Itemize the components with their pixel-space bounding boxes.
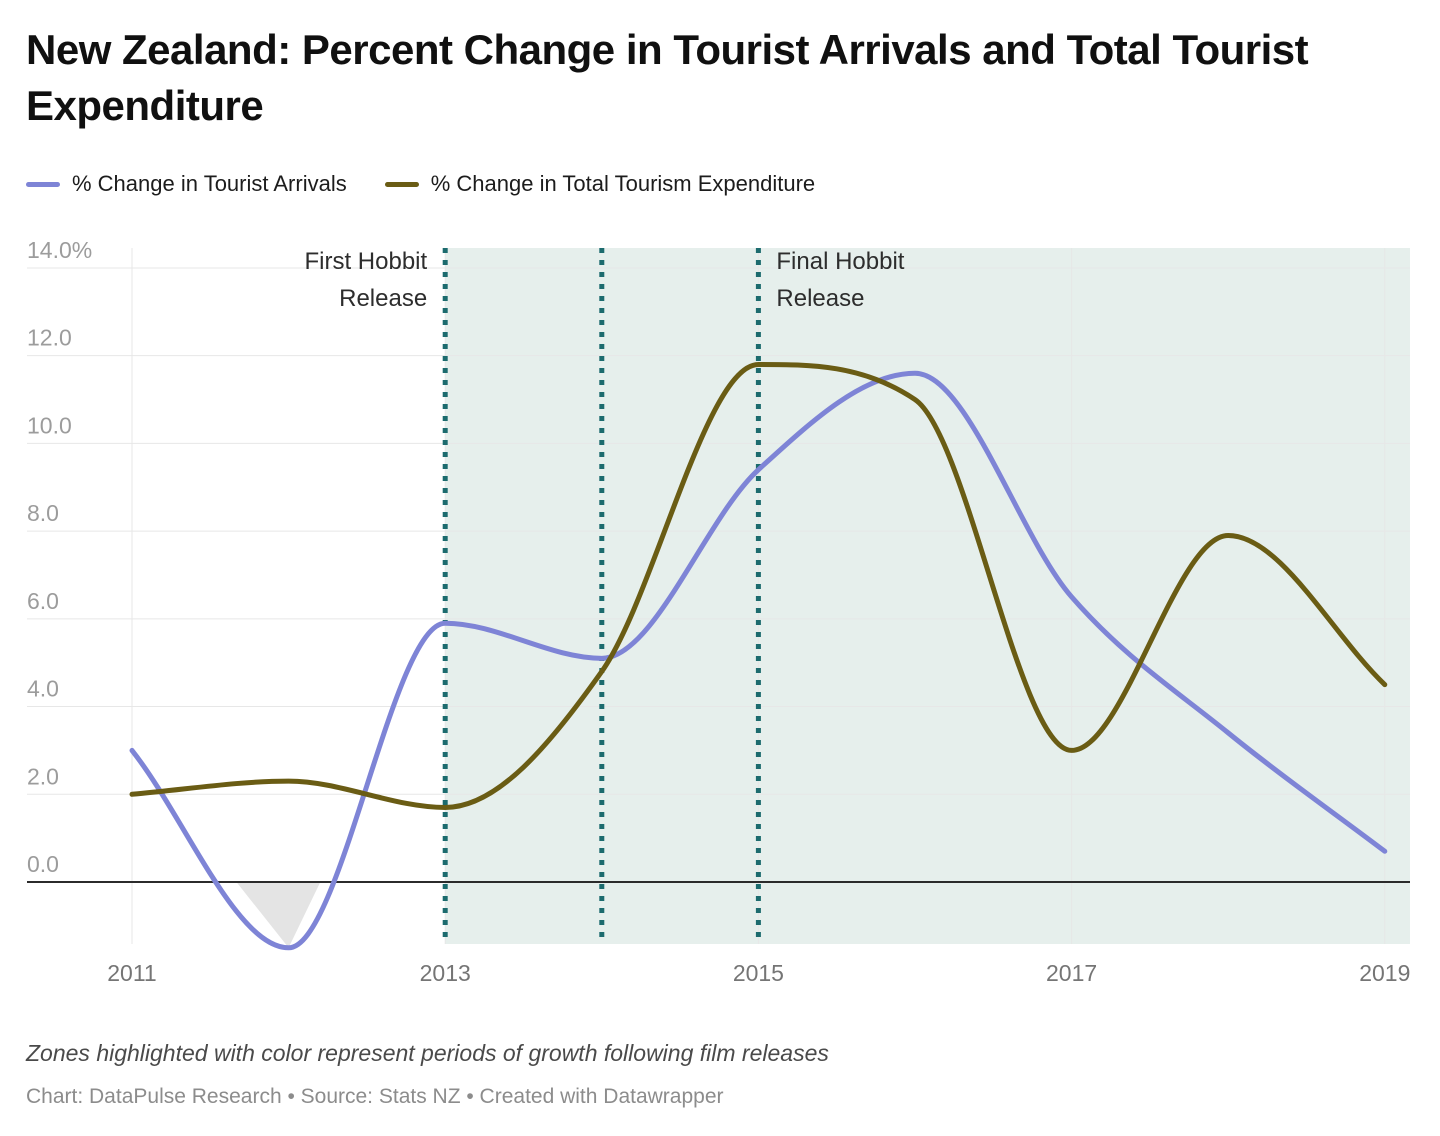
y-tick-label: 4.0 <box>27 676 59 702</box>
x-tick-label: 2019 <box>1359 960 1410 986</box>
chart-footnote: Zones highlighted with color represent p… <box>26 1040 829 1066</box>
annotation-1: Final Hobbit <box>776 248 904 275</box>
page-title: New Zealand: Percent Change in Tourist A… <box>26 26 1309 129</box>
x-tick-label: 2015 <box>733 960 784 986</box>
annotation-0: First Hobbit <box>304 248 427 275</box>
highlight-zone <box>445 248 1410 944</box>
legend-item-arrivals: % Change in Tourist Arrivals <box>26 171 347 197</box>
y-tick-label: 14.0% <box>27 237 92 263</box>
legend-label-arrivals: % Change in Tourist Arrivals <box>72 171 347 196</box>
x-tick-label: 2017 <box>1046 960 1097 986</box>
x-tick-label: 2011 <box>107 960 156 986</box>
x-tick-label: 2013 <box>420 960 471 986</box>
y-tick-label: 6.0 <box>27 588 59 614</box>
y-tick-label: 10.0 <box>27 412 72 438</box>
legend: % Change in Tourist Arrivals % Change in… <box>26 171 815 197</box>
y-tick-label: 8.0 <box>27 500 59 526</box>
annotation-1: Release <box>776 285 864 312</box>
negative-area <box>236 882 321 948</box>
legend-item-expenditure: % Change in Total Tourism Expenditure <box>384 171 816 197</box>
y-tick-label: 0.0 <box>27 851 59 877</box>
legend-swatch-arrivals-icon <box>26 181 60 187</box>
legend-label-expenditure: % Change in Total Tourism Expenditure <box>430 171 816 196</box>
y-tick-label: 2.0 <box>27 763 59 789</box>
series-line-1 <box>129 361 1388 810</box>
y-tick-label: 12.0 <box>27 325 72 351</box>
line-chart-canvas: 0.0 2.0 4.0 6.0 8.0 10.0 12.0 14.0% 2011 2013 2015… <box>27 237 1410 986</box>
legend-swatch-expenditure-icon <box>384 181 419 187</box>
annotation-0: Release <box>339 285 427 312</box>
series-line-0 <box>129 370 1388 951</box>
chart-credit: Chart: DataPulse Research • Source: Stat… <box>26 1085 724 1108</box>
